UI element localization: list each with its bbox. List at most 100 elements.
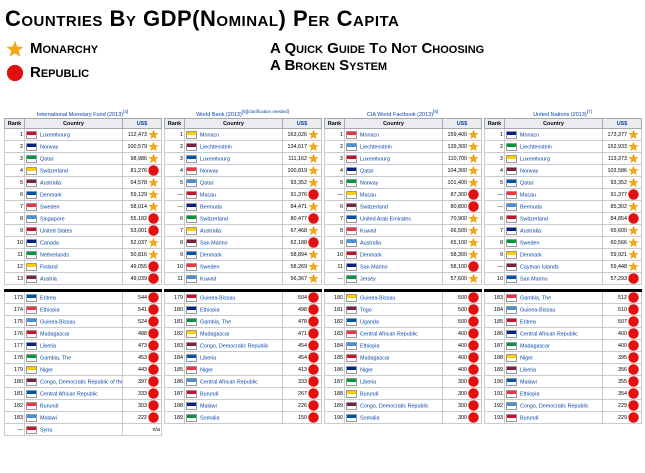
country-link[interactable]: San Marino	[360, 263, 388, 270]
country-cell[interactable]: Ethiopia	[24, 303, 123, 316]
column-usd[interactable]: US$	[602, 118, 642, 129]
country-link[interactable]: Liberia	[360, 378, 377, 385]
country-link[interactable]: Congo, Democratic Republic	[200, 342, 269, 349]
country-link[interactable]: Qatar	[520, 179, 534, 186]
country-cell[interactable]: Central African Republic	[24, 387, 123, 400]
country-cell[interactable]: Switzerland	[184, 212, 283, 225]
country-link[interactable]: Luxembourg	[200, 155, 230, 162]
citation-sup[interactable]: [4]	[123, 109, 129, 114]
country-cell[interactable]: Switzerland	[24, 164, 123, 177]
country-link[interactable]: Australia	[200, 227, 221, 234]
country-link[interactable]: Cayman Islands	[520, 263, 559, 270]
country-link[interactable]: Madagascar	[200, 330, 230, 337]
country-cell[interactable]: Congo, Democratic Republic	[184, 339, 283, 352]
citation-sup[interactable]: [5][clarification needed]	[241, 109, 289, 114]
country-cell[interactable]: Australia	[504, 224, 603, 237]
country-link[interactable]: Guinea-Bissau	[520, 306, 556, 313]
country-cell[interactable]: Qatar	[184, 176, 283, 189]
country-link[interactable]: Liberia	[200, 354, 217, 361]
country-cell[interactable]: Norway	[184, 164, 283, 177]
country-link[interactable]: Austria	[40, 275, 57, 282]
country-link[interactable]: Macau	[200, 191, 217, 198]
country-link[interactable]: Central African Republic	[520, 330, 578, 337]
country-cell[interactable]: Somalia	[344, 411, 443, 424]
country-cell[interactable]: Malawi	[24, 411, 123, 424]
column-usd[interactable]: US$	[442, 118, 482, 129]
country-link[interactable]: Madagascar	[40, 330, 70, 337]
country-cell[interactable]: Norway	[344, 176, 443, 189]
country-link[interactable]: Niger	[200, 366, 213, 373]
country-cell[interactable]: Qatar	[504, 176, 603, 189]
country-cell[interactable]: Madagascar	[504, 339, 603, 352]
country-link[interactable]: Luxembourg	[360, 155, 390, 162]
country-link[interactable]: Switzerland	[360, 203, 388, 210]
country-cell[interactable]: Monaco	[504, 128, 603, 141]
country-cell[interactable]: Congo, Democratic Republic	[504, 399, 603, 412]
country-cell[interactable]: San Marino	[504, 272, 603, 285]
country-cell[interactable]: Qatar	[24, 152, 123, 165]
country-cell[interactable]: Kuwait	[344, 224, 443, 237]
country-link[interactable]: Central African Republic	[40, 390, 98, 397]
country-link[interactable]: Kuwait	[200, 275, 217, 282]
country-link[interactable]: Burundi	[360, 390, 379, 397]
country-cell[interactable]: Liberia	[24, 339, 123, 352]
country-link[interactable]: Denmark	[200, 251, 222, 258]
country-cell[interactable]: Congo, Democratic Republic	[344, 399, 443, 412]
country-link[interactable]: Australia	[520, 227, 541, 234]
country-cell[interactable]: Syria	[24, 423, 123, 436]
country-link[interactable]: Ethiopia	[520, 390, 540, 397]
country-link[interactable]: Netherlands	[40, 251, 70, 258]
country-cell[interactable]: Niger	[184, 363, 283, 376]
country-link[interactable]: Ethiopia	[40, 306, 60, 313]
country-link[interactable]: Central African Republic	[200, 378, 258, 385]
country-link[interactable]: Jersey	[360, 275, 376, 282]
country-link[interactable]: Sweden	[200, 263, 220, 270]
country-link[interactable]: Guinea-Bissau	[200, 294, 236, 301]
country-cell[interactable]: Luxembourg	[24, 128, 123, 141]
source-title[interactable]: United Nations (2013)	[533, 111, 587, 118]
country-cell[interactable]: Finland	[24, 260, 123, 273]
country-link[interactable]: Luxembourg	[40, 131, 70, 138]
country-cell[interactable]: Switzerland	[344, 200, 443, 213]
country-link[interactable]: Ethiopia	[360, 342, 380, 349]
country-link[interactable]: Macau	[360, 191, 377, 198]
country-link[interactable]: Liberia	[40, 342, 57, 349]
country-link[interactable]: Switzerland	[200, 215, 228, 222]
country-cell[interactable]: United States	[24, 224, 123, 237]
country-cell[interactable]: Denmark	[24, 188, 123, 201]
country-cell[interactable]: Burundi	[24, 399, 123, 412]
country-link[interactable]: Bermuda	[520, 203, 542, 210]
country-link[interactable]: Niger	[360, 366, 373, 373]
country-link[interactable]: Madagascar	[520, 342, 550, 349]
country-link[interactable]: Congo, Democratic Republic	[360, 402, 429, 409]
column-rank[interactable]: Rank	[4, 118, 25, 129]
column-rank[interactable]: Rank	[324, 118, 345, 129]
country-link[interactable]: Gambia, The	[40, 354, 72, 361]
country-link[interactable]: Switzerland	[520, 215, 548, 222]
country-cell[interactable]: Central African Republic	[344, 327, 443, 340]
country-cell[interactable]: Denmark	[184, 248, 283, 261]
country-cell[interactable]: Gambia, The	[24, 351, 123, 364]
country-link[interactable]: Malawi	[200, 402, 217, 409]
country-cell[interactable]: Congo, Democratic Republic of the	[24, 375, 123, 388]
country-cell[interactable]: Australia	[24, 176, 123, 189]
country-cell[interactable]: Niger	[344, 363, 443, 376]
country-link[interactable]: Norway	[200, 167, 219, 174]
country-link[interactable]: Ethiopia	[200, 306, 220, 313]
country-link[interactable]: San Marino	[520, 275, 548, 282]
country-link[interactable]: Burundi	[40, 402, 59, 409]
country-cell[interactable]: Luxembourg	[504, 152, 603, 165]
country-link[interactable]: Monaco	[520, 131, 540, 138]
country-cell[interactable]: Bermuda	[184, 200, 283, 213]
country-cell[interactable]: San Marino	[344, 260, 443, 273]
source-title[interactable]: CIA World Factbook (2013)	[366, 111, 434, 118]
country-cell[interactable]: San Marino	[184, 236, 283, 249]
country-link[interactable]: Kuwait	[360, 227, 377, 234]
source-title[interactable]: International Monetary Fund (2013)	[36, 111, 124, 118]
country-link[interactable]: Guinea-Bissau	[40, 318, 76, 325]
country-link[interactable]: Qatar	[360, 167, 374, 174]
country-link[interactable]: United Arab Emirates	[360, 215, 411, 222]
country-cell[interactable]: Luxembourg	[184, 152, 283, 165]
country-link[interactable]: Canada	[40, 239, 59, 246]
country-link[interactable]: Somalia	[200, 414, 220, 421]
